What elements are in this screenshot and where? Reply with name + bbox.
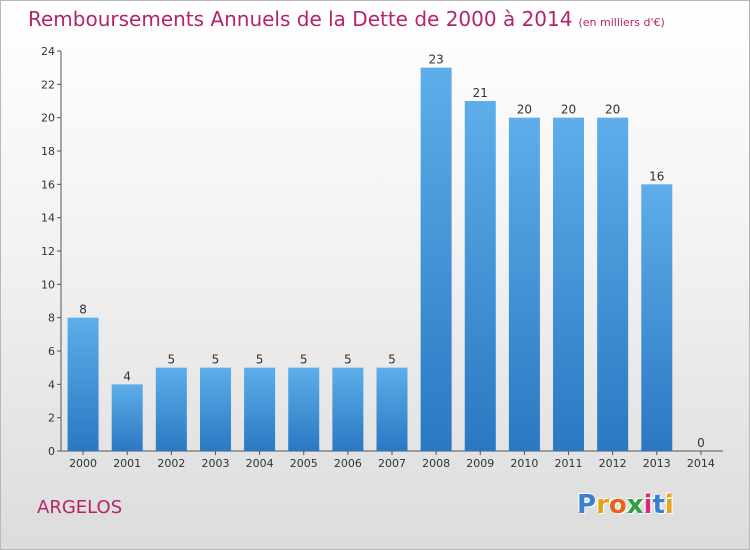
logo-letter: x (626, 490, 644, 520)
title-text: Remboursements Annuels de la Dette de 20… (28, 7, 573, 31)
y-tick-label: 10 (41, 278, 55, 291)
logo-letter: t (652, 490, 665, 520)
data-label-2005: 5 (300, 353, 308, 367)
x-tick-label-2001: 2001 (113, 457, 141, 470)
data-label-2011: 20 (561, 103, 576, 117)
y-tick-label: 20 (41, 112, 55, 125)
x-tick-label-2010: 2010 (510, 457, 538, 470)
data-label-2008: 23 (428, 53, 443, 67)
data-label-2004: 5 (256, 353, 264, 367)
y-tick-label: 8 (48, 312, 55, 325)
y-tick-label: 6 (48, 345, 55, 358)
bar-2007 (376, 367, 408, 451)
x-tick-label-2005: 2005 (290, 457, 318, 470)
data-label-2003: 5 (212, 353, 220, 367)
data-label-2001: 4 (123, 369, 131, 383)
bar-2005 (288, 367, 320, 451)
data-label-2006: 5 (344, 353, 352, 367)
logo-letter: r (596, 490, 609, 520)
x-tick-label-2014: 2014 (687, 457, 715, 470)
x-tick-label-2003: 2003 (201, 457, 229, 470)
place-name: ARGELOS (37, 497, 123, 518)
y-tick-label: 2 (48, 412, 55, 425)
y-tick-label: 12 (41, 245, 55, 258)
bar-2002 (155, 367, 187, 451)
y-tick-label: 24 (41, 45, 55, 58)
data-label-2014: 0 (697, 436, 705, 450)
bar-2010 (508, 117, 540, 452)
data-label-2010: 20 (517, 103, 532, 117)
y-tick-label: 4 (48, 378, 55, 391)
bar-2004 (244, 367, 276, 451)
bar-2009 (464, 101, 496, 451)
bar-2000 (67, 317, 99, 451)
x-tick-label-2013: 2013 (643, 457, 671, 470)
bar-2013 (641, 184, 673, 452)
x-tick-label-2002: 2002 (157, 457, 185, 470)
x-tick-label-2007: 2007 (378, 457, 406, 470)
y-tick-label: 14 (41, 212, 55, 225)
bar-2011 (553, 117, 585, 452)
bar-2008 (420, 67, 452, 452)
proxiti-logo: Proxiti (577, 490, 674, 520)
x-tick-label-2006: 2006 (334, 457, 362, 470)
bar-2003 (199, 367, 231, 451)
x-tick-label-2008: 2008 (422, 457, 450, 470)
y-tick-label: 22 (41, 78, 55, 91)
bars: 8 4 5 5 5 5 5 5 23 21 20 20 20 16 0 (67, 53, 705, 452)
logo-letter: i (643, 490, 653, 520)
title-unit: (en milliers d'€) (578, 16, 665, 29)
data-label-2000: 8 (79, 303, 87, 317)
data-label-2007: 5 (388, 353, 396, 367)
data-label-2002: 5 (168, 353, 176, 367)
y-tick-label: 0 (48, 445, 55, 458)
y-tick-label: 18 (41, 145, 55, 158)
bar-2001 (111, 384, 143, 451)
data-label-2009: 21 (473, 86, 488, 100)
x-tick-label-2004: 2004 (246, 457, 274, 470)
data-label-2012: 20 (605, 103, 620, 117)
x-tick-label-2012: 2012 (599, 457, 627, 470)
y-tick-label: 16 (41, 178, 55, 191)
logo-letter: o (608, 490, 627, 520)
logo-letter: i (664, 490, 674, 520)
x-tick-label-2009: 2009 (466, 457, 494, 470)
x-tick-label-2000: 2000 (69, 457, 97, 470)
logo-letter: P (577, 490, 597, 520)
data-label-2013: 16 (649, 169, 664, 183)
bar-2006 (332, 367, 364, 451)
bar-2012 (597, 117, 629, 452)
x-tick-label-2011: 2011 (555, 457, 583, 470)
chart-title: Remboursements Annuels de la Dette de 20… (28, 7, 665, 31)
